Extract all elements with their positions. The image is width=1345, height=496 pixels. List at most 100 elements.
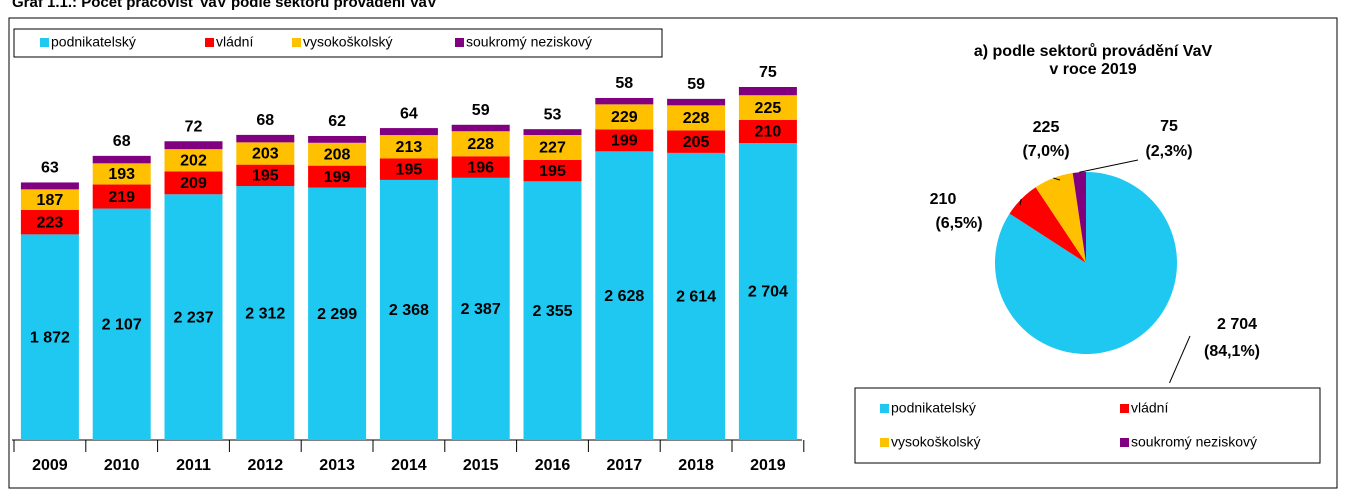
legend-swatch: [1120, 404, 1129, 413]
pie-value-label: 225: [1033, 119, 1060, 136]
value-label: 219: [108, 189, 135, 206]
bar-segment: [308, 142, 367, 166]
legend-label: vysokoškolský: [303, 34, 392, 50]
legend-swatch: [880, 404, 889, 413]
legend-label: vysokoškolský: [891, 434, 980, 450]
pie-title: v roce 2019: [1049, 61, 1136, 78]
legend-swatch: [40, 38, 49, 47]
value-label: 68: [113, 133, 131, 150]
x-tick-label: 2018: [678, 457, 714, 474]
value-label: 227: [539, 140, 566, 157]
value-label: 195: [539, 163, 566, 180]
bar-segment: [523, 159, 582, 182]
x-tick-label: 2012: [248, 457, 284, 474]
bar-segment: [20, 234, 79, 440]
legend-swatch: [205, 38, 214, 47]
value-label: 228: [467, 136, 494, 153]
bar-segment: [164, 149, 223, 172]
x-tick-label: 2017: [607, 457, 643, 474]
value-label: 62: [328, 113, 346, 130]
value-label: 195: [252, 168, 279, 185]
bar-segment: [92, 163, 151, 185]
bar-segment: [379, 128, 438, 136]
value-label: 199: [324, 169, 351, 186]
value-label: 2 312: [245, 305, 285, 322]
value-label: 223: [37, 214, 64, 231]
bar-segment: [92, 184, 151, 209]
bar-segment: [236, 134, 295, 143]
bar-segment: [595, 151, 654, 440]
x-tick-label: 2015: [463, 457, 499, 474]
leader-line: [1053, 177, 1061, 181]
bar-segment: [451, 156, 510, 178]
bar-segment: [451, 124, 510, 132]
legend-swatch: [292, 38, 301, 47]
legend-label: vládní: [1131, 400, 1168, 416]
x-tick-label: 2019: [750, 457, 786, 474]
legend-swatch: [455, 38, 464, 47]
value-label: 205: [683, 134, 710, 151]
legend-label: soukromý neziskový: [466, 34, 592, 50]
bar-segment: [667, 152, 726, 441]
x-tick-label: 2014: [391, 457, 427, 474]
pie-value-label: 2 704: [1217, 316, 1257, 333]
value-label: 208: [324, 146, 351, 163]
bar-segment: [20, 182, 79, 190]
bar-segment: [379, 135, 438, 159]
x-tick-label: 2010: [104, 457, 140, 474]
pie-value-label: 75: [1160, 118, 1178, 135]
x-tick-label: 2016: [535, 457, 571, 474]
page-title: Graf 1.1.: Počet pracovišť VaV podle sek…: [12, 0, 437, 11]
legend-label: soukromý neziskový: [1131, 434, 1257, 450]
x-tick-label: 2009: [32, 457, 68, 474]
value-label: 64: [400, 105, 418, 122]
value-label: 2 387: [461, 301, 501, 318]
bar-segment: [523, 181, 582, 440]
value-label: 196: [467, 159, 494, 176]
value-label: 210: [755, 124, 782, 141]
leader-line: [1079, 159, 1139, 173]
value-label: 2 237: [173, 309, 213, 326]
value-label: 2 628: [604, 288, 644, 305]
bar-segment: [738, 119, 797, 144]
bar-segment: [92, 208, 151, 440]
bar-segment: [20, 189, 79, 210]
bar-segment: [451, 131, 510, 157]
bar-segment: [738, 95, 797, 120]
bar-segment: [738, 143, 797, 440]
value-label: 229: [611, 109, 638, 126]
value-label: 193: [108, 166, 135, 183]
x-tick-label: 2013: [319, 457, 355, 474]
value-label: 209: [180, 175, 207, 192]
bar-segment: [20, 209, 79, 235]
bar-segment: [595, 104, 654, 130]
pie-slice: [1009, 187, 1086, 263]
value-label: 203: [252, 146, 279, 163]
value-label: 68: [256, 112, 274, 129]
bar-segment: [236, 186, 295, 440]
bar-segment: [236, 142, 295, 165]
value-label: 59: [687, 76, 705, 93]
value-label: 1 872: [30, 329, 70, 346]
pie-percent-label: (2,3%): [1145, 143, 1192, 160]
legend-swatch: [1120, 438, 1129, 447]
leader-line: [1169, 335, 1191, 384]
bar-segment: [595, 97, 654, 105]
bar-segment: [379, 179, 438, 441]
bar-segment: [92, 155, 151, 164]
pie-percent-label: (84,1%): [1204, 343, 1260, 360]
legend-swatch: [880, 438, 889, 447]
bar-segment: [667, 105, 726, 131]
x-tick-label: 2011: [176, 457, 211, 474]
value-label: 53: [544, 106, 562, 123]
value-label: 2 704: [748, 284, 788, 301]
value-label: 59: [472, 102, 490, 119]
pie-slice: [1035, 172, 1086, 263]
bar-segment: [523, 129, 582, 135]
frame: [8, 17, 1338, 489]
value-label: 2 107: [102, 317, 142, 334]
bar-segment: [164, 141, 223, 150]
value-label: 225: [755, 100, 782, 117]
bar-segment: [595, 129, 654, 152]
pie-percent-label: (6,5%): [935, 215, 982, 232]
